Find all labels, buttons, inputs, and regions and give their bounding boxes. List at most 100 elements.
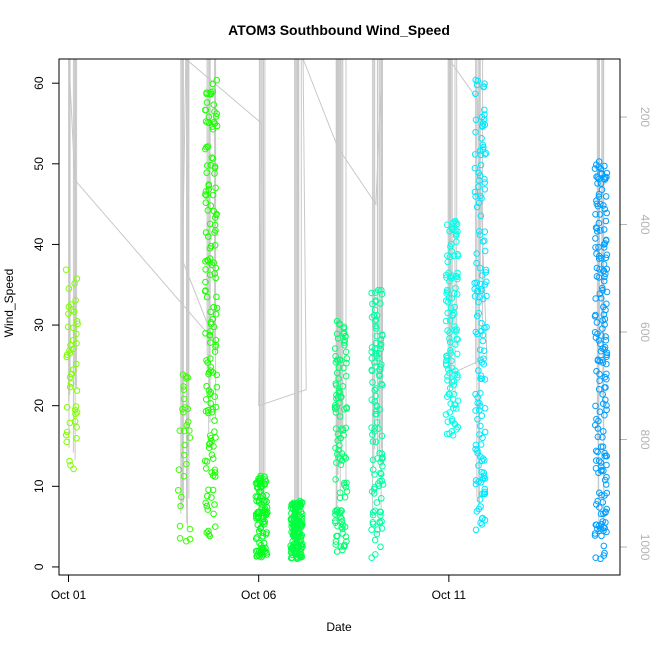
data-point: [477, 212, 485, 220]
x-tick-label: Oct 11: [432, 588, 467, 602]
data-point: [73, 360, 80, 368]
data-point: [378, 432, 386, 440]
data-point: [478, 359, 486, 366]
data-point: [472, 128, 479, 136]
data-point: [472, 390, 479, 398]
data-point: [211, 417, 218, 424]
data-point: [368, 554, 376, 562]
data-point: [471, 164, 479, 172]
data-point: [597, 443, 605, 451]
data-point: [481, 485, 489, 493]
data-point: [452, 284, 459, 292]
data-point: [339, 383, 347, 390]
data-point: [371, 425, 379, 432]
data-point: [342, 333, 349, 340]
data-point: [334, 532, 341, 540]
data-point: [209, 486, 217, 494]
data-point: [369, 438, 377, 445]
data-point: [377, 543, 384, 551]
data-point: [600, 226, 608, 233]
data-point: [208, 494, 215, 501]
data-point: [212, 341, 219, 349]
data-point: [293, 553, 301, 561]
data-point: [379, 481, 387, 488]
y-axis-label: Wind_Speed: [2, 269, 16, 338]
data-point: [602, 254, 610, 262]
data-point: [337, 513, 344, 521]
data-point: [474, 399, 482, 407]
data-point: [298, 540, 306, 548]
data-point: [378, 495, 385, 502]
data-point: [599, 284, 606, 292]
data-point: [451, 303, 459, 311]
data-point: [202, 191, 209, 198]
data-point: [471, 285, 479, 293]
data-point: [368, 289, 375, 297]
data-point: [179, 371, 187, 379]
data-point: [593, 319, 601, 326]
data-point: [341, 339, 348, 346]
data-point: [66, 373, 74, 381]
data-point: [603, 370, 610, 378]
data-point: [601, 174, 609, 181]
data-point: [478, 135, 485, 142]
data-point: [376, 371, 383, 378]
data-point: [481, 457, 488, 464]
data-point: [369, 466, 377, 474]
data-point: [599, 391, 607, 398]
data-point: [73, 435, 80, 442]
data-point: [206, 245, 214, 252]
data-point: [481, 106, 488, 114]
data-point: [480, 355, 487, 363]
data-point: [206, 390, 213, 398]
data-point: [72, 410, 79, 418]
data-point: [592, 235, 599, 242]
data-point: [207, 328, 214, 335]
data-point: [339, 525, 346, 533]
data-point: [592, 244, 599, 251]
data-point: [448, 417, 456, 425]
data-point: [332, 476, 339, 483]
data-point: [186, 434, 194, 441]
data-point: [333, 548, 341, 555]
data-point: [598, 186, 606, 193]
data-point: [376, 508, 384, 516]
data-point: [481, 179, 489, 186]
data-point: [481, 237, 488, 244]
data-point: [475, 462, 482, 469]
data-point: [595, 417, 602, 425]
data-point: [371, 471, 378, 478]
data-point: [183, 537, 190, 545]
data-point: [336, 489, 344, 497]
data-point: [341, 493, 349, 501]
data-point: [204, 143, 212, 150]
data-point: [257, 474, 264, 482]
data-point: [209, 191, 217, 199]
data-point: [343, 359, 350, 367]
data-point: [369, 456, 377, 464]
data-point: [202, 106, 210, 114]
data-point: [481, 247, 489, 255]
data-point: [472, 526, 480, 534]
data-point: [337, 543, 345, 550]
data-point: [596, 211, 604, 218]
data-point: [370, 509, 377, 516]
data-point: [209, 155, 217, 162]
data-point: [212, 311, 220, 318]
data-point: [368, 367, 376, 375]
data-point: [481, 376, 489, 383]
data-point: [599, 443, 607, 451]
data-point: [476, 264, 484, 272]
data-point: [453, 405, 460, 412]
data-point: [255, 508, 263, 516]
data-point: [593, 367, 600, 375]
data-point: [447, 347, 454, 354]
data-point: [599, 499, 607, 506]
data-point: [207, 435, 215, 442]
data-point: [211, 120, 219, 127]
data-point: [592, 334, 600, 341]
data-point: [602, 336, 610, 344]
data-point: [372, 363, 379, 370]
data-point: [603, 300, 610, 308]
data-point: [600, 527, 607, 535]
